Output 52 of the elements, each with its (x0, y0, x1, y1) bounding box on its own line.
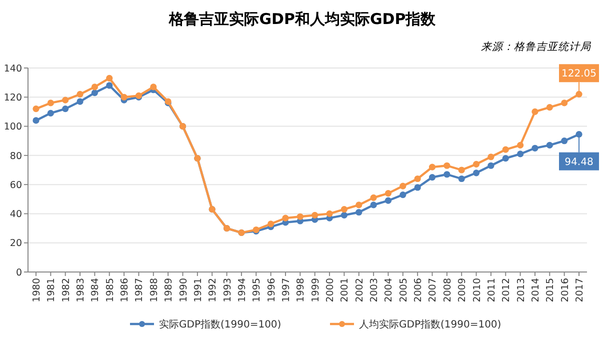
y-tick-label: 120 (4, 92, 22, 104)
x-tick-label: 1981 (46, 278, 58, 302)
y-tick-label: 0 (16, 267, 22, 278)
x-tick-label: 2006 (413, 278, 424, 302)
x-tick-label: 2013 (516, 278, 527, 302)
x-tick-label: 2004 (384, 278, 395, 302)
x-tick-label: 1999 (310, 278, 322, 302)
x-tick-label: 2012 (501, 278, 512, 302)
y-tick-label: 40 (10, 209, 22, 220)
x-tick-label: 1986 (120, 278, 131, 302)
x-tick-label: 1987 (134, 278, 146, 302)
y-tick-label: 60 (10, 180, 22, 191)
chart-title: 格鲁吉亚实际GDP和人均实际GDP指数 (168, 10, 437, 28)
x-tick-label: 2016 (560, 278, 571, 302)
x-tick-label: 2002 (354, 278, 366, 302)
x-tick-label: 1985 (104, 278, 116, 302)
x-tick-label: 2014 (530, 278, 542, 302)
x-tick-label: 1982 (60, 278, 72, 302)
x-tick-label: 1993 (222, 278, 234, 302)
x-tick-label: 1997 (280, 278, 292, 302)
x-tick-label: 1996 (266, 278, 278, 302)
x-tick-label: 2010 (472, 278, 483, 302)
x-tick-label: 2009 (457, 278, 468, 302)
x-tick-label: 2017 (574, 278, 586, 302)
y-tick-label: 20 (10, 238, 22, 250)
y-tick-label: 80 (10, 150, 22, 162)
legend-label: 实际GDP指数(1990=100) (159, 318, 282, 330)
x-tick-label: 1983 (76, 278, 87, 302)
source-note: 来源：格鲁吉亚统计局 (481, 41, 592, 53)
x-tick-label: 2001 (340, 278, 351, 302)
legend-label: 人均实际GDP指数(1990=100) (359, 318, 502, 330)
x-tick-label: 2000 (325, 278, 336, 302)
y-tick-label: 140 (4, 63, 22, 74)
x-tick-label: 1992 (208, 278, 219, 302)
x-tick-label: 2015 (545, 278, 556, 302)
x-tick-label: 1980 (32, 278, 42, 302)
x-tick-label: 2005 (398, 278, 410, 302)
x-tick-label: 1988 (148, 278, 160, 302)
x-tick-label: 1990 (178, 278, 190, 302)
x-tick-label: 1984 (90, 278, 102, 302)
data-label: 94.48 (564, 156, 594, 168)
x-tick-label: 1989 (164, 278, 175, 302)
x-tick-label: 1998 (296, 278, 307, 302)
x-tick-label: 2008 (442, 278, 454, 302)
y-tick-label: 100 (4, 122, 22, 133)
data-label: 122.05 (562, 68, 596, 80)
x-tick-label: 2011 (486, 278, 498, 302)
x-tick-label: 2003 (369, 278, 380, 302)
x-tick-label: 2007 (428, 278, 439, 302)
x-tick-label: 1994 (236, 278, 248, 302)
x-tick-label: 1991 (192, 278, 204, 302)
x-tick-label: 1995 (252, 278, 263, 302)
